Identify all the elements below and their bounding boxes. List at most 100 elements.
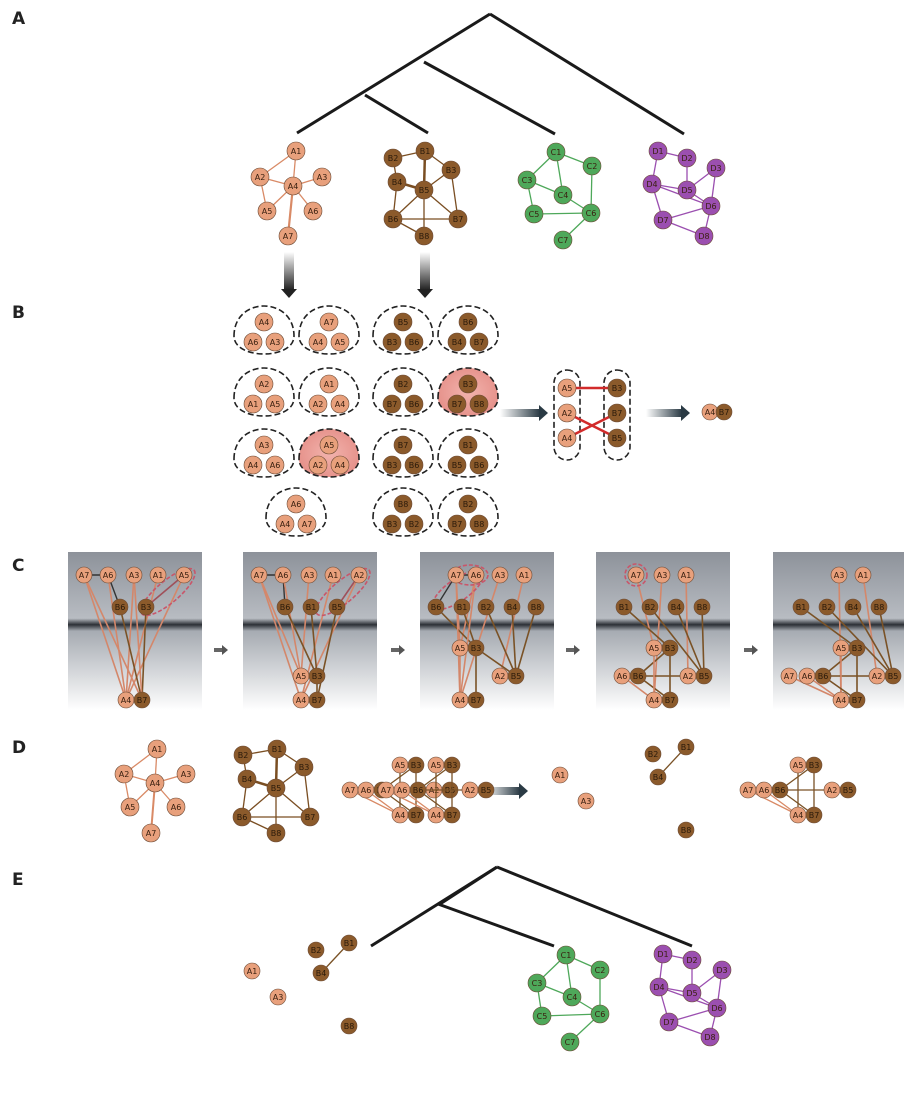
node-label: A6 xyxy=(171,803,182,812)
node-label: A7 xyxy=(146,829,157,838)
node-c3: C3 xyxy=(527,973,547,993)
node-label: B6 xyxy=(388,215,399,224)
node-b3: B3 xyxy=(137,598,155,616)
node-circle xyxy=(111,598,129,616)
node-circle xyxy=(694,226,714,246)
node-triplet: B2 B7 B6 xyxy=(372,367,434,417)
node-label: B1 xyxy=(306,603,317,612)
node-label: B5 xyxy=(398,318,409,327)
node-label: A2 xyxy=(313,400,324,409)
node-c7: C7 xyxy=(553,230,573,250)
node-circle xyxy=(854,566,872,584)
node-label: C4 xyxy=(558,191,569,200)
node-a1: A1 xyxy=(551,766,569,784)
node-b8: B8 xyxy=(693,598,711,616)
node-a2: A2 xyxy=(557,403,577,423)
node-b3: B3 xyxy=(382,455,402,475)
network: B2 B1 B4 B8 xyxy=(307,934,358,1035)
node-b6: B6 xyxy=(814,667,832,685)
nodes: A5 B3 A7 A6 B6 A2 B5 A4 B7 xyxy=(739,756,857,824)
node-circle xyxy=(653,566,671,584)
node-a7: A7 xyxy=(341,781,359,799)
node-b7: B7 xyxy=(447,514,467,534)
node-c3: C3 xyxy=(517,170,537,190)
edges xyxy=(83,574,185,701)
node-circle xyxy=(278,226,298,246)
node-c1: C1 xyxy=(556,945,576,965)
node-label: A1 xyxy=(248,400,259,409)
node-circle xyxy=(527,973,547,993)
node-circle xyxy=(507,667,525,685)
node-a2: A2 xyxy=(114,764,134,784)
edge xyxy=(623,606,671,649)
node-circle xyxy=(503,598,521,616)
phylogenetic-tree-top xyxy=(296,12,685,136)
node-label: B1 xyxy=(420,147,431,156)
node-b1: B1 xyxy=(453,598,471,616)
right-arrow-icon xyxy=(566,645,580,655)
node-b4: B4 xyxy=(387,172,407,192)
node-circle xyxy=(458,312,478,332)
edge xyxy=(83,574,127,701)
edge xyxy=(316,606,338,701)
node-label: B8 xyxy=(474,520,485,529)
node-label: A5 xyxy=(270,400,281,409)
highlight-outline xyxy=(315,567,371,617)
node-b7: B7 xyxy=(393,435,413,455)
network: A1 A2 A3 A4 A5 A6 A7 xyxy=(114,739,196,843)
node-b7: B7 xyxy=(805,806,823,824)
panel-label-d: D xyxy=(12,738,26,758)
network: B2 B1 B4 B8 xyxy=(644,738,695,839)
node-circle xyxy=(553,230,573,250)
node-label: B6 xyxy=(115,603,126,612)
node-a6: A6 xyxy=(393,781,411,799)
node-a3: A3 xyxy=(265,332,285,352)
node-c1: C1 xyxy=(546,142,566,162)
node-circle xyxy=(243,455,263,475)
node-b3: B3 xyxy=(443,756,461,774)
node-b7: B7 xyxy=(447,394,467,414)
node-label: B2 xyxy=(822,603,833,612)
node-label: A6 xyxy=(248,338,259,347)
edge xyxy=(258,574,302,677)
node-label: B8 xyxy=(398,500,409,509)
node-label: A5 xyxy=(125,803,136,812)
node-circle xyxy=(458,494,478,514)
node-circle xyxy=(667,598,685,616)
node-circle xyxy=(409,781,427,799)
node-b6: B6 xyxy=(458,312,478,332)
node-b4: B4 xyxy=(649,768,667,786)
node-label: C6 xyxy=(586,209,597,218)
edge xyxy=(685,574,689,677)
node-label: B6 xyxy=(431,603,442,612)
node-b7: B7 xyxy=(848,691,866,709)
node-b3: B3 xyxy=(382,514,402,534)
node-label: C7 xyxy=(565,1038,576,1047)
node-a5: A5 xyxy=(451,639,469,657)
node-b2: B2 xyxy=(641,598,659,616)
node-a6: A6 xyxy=(99,566,117,584)
node-label: A2 xyxy=(872,672,883,681)
node-label: A1 xyxy=(519,571,530,580)
node-a1: A1 xyxy=(515,566,533,584)
node-label: A6 xyxy=(103,571,114,580)
node-label: B5 xyxy=(271,784,282,793)
node-c6: C6 xyxy=(581,203,601,223)
node-a4: A4 xyxy=(330,394,350,414)
node-circle xyxy=(557,403,577,423)
node-circle xyxy=(527,598,545,616)
node-a4: A4 xyxy=(243,455,263,475)
node-a1: A1 xyxy=(149,566,167,584)
node-label: A7 xyxy=(283,232,294,241)
node-d6: D6 xyxy=(701,196,721,216)
node-a4: A4 xyxy=(832,691,850,709)
node-a5: A5 xyxy=(292,667,310,685)
node-a1: A1 xyxy=(243,394,263,414)
node-label: A7 xyxy=(345,786,356,795)
node-circle xyxy=(577,792,595,810)
node-label: B7 xyxy=(719,408,730,417)
node-label: A6 xyxy=(759,786,770,795)
nodes: C1 C2 C3 C4 C5 C6 C7 xyxy=(527,945,610,1052)
node-circle xyxy=(404,514,424,534)
node-circle xyxy=(267,739,287,759)
